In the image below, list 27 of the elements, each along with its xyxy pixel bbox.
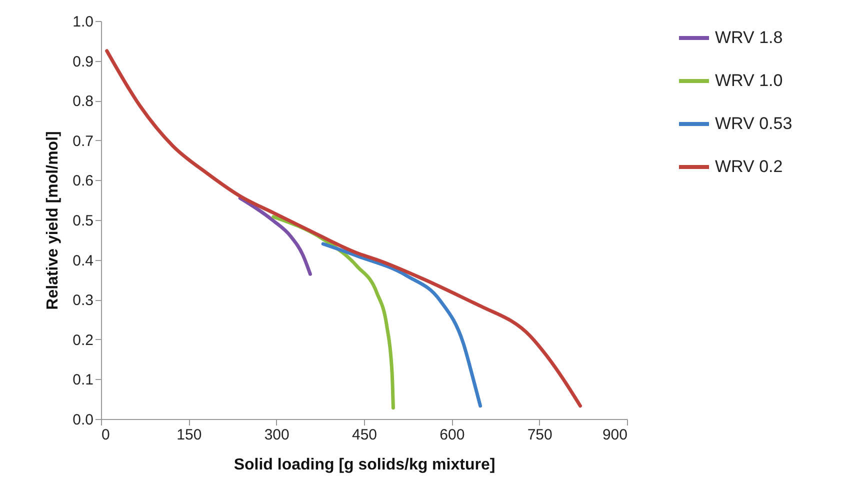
- line-series: [238, 196, 312, 276]
- y-tick-label: 1.0: [72, 14, 94, 30]
- x-tick-label: 450: [352, 426, 378, 444]
- legend-label: WRV 1.0: [715, 71, 783, 90]
- x-tick-label: 600: [440, 426, 465, 444]
- legend-label: WRV 0.53: [715, 114, 792, 133]
- x-tick-label: 750: [527, 426, 552, 444]
- y-tick-label: 0.0: [72, 412, 94, 428]
- line-series: [321, 242, 482, 408]
- y-tick-label: 0.8: [72, 93, 94, 110]
- y-tick-label: 0.4: [72, 252, 94, 270]
- y-tick-label: 0.2: [72, 332, 94, 349]
- y-tick-label: 0.9: [72, 53, 94, 70]
- y-tick-label: 0.7: [72, 132, 94, 150]
- x-axis-title: Solid loading [g solids/kg mixture]: [234, 456, 496, 474]
- x-tick-label: 300: [264, 426, 290, 444]
- y-tick-label: 0.5: [72, 212, 94, 230]
- y-tick-label: 0.6: [72, 172, 94, 190]
- y-tick-label: 0.3: [72, 292, 94, 310]
- x-tick-label: 150: [176, 426, 202, 444]
- y-tick-label: 0.1: [72, 372, 94, 389]
- line-series: [105, 49, 582, 408]
- x-tick-label: 0: [102, 426, 110, 444]
- legend-label: WRV 1.8: [715, 28, 783, 47]
- x-tick-label: 900: [602, 426, 628, 444]
- y-axis-title: Relative yield [mol/mol]: [44, 131, 62, 310]
- legend-label: WRV 0.2: [715, 157, 783, 176]
